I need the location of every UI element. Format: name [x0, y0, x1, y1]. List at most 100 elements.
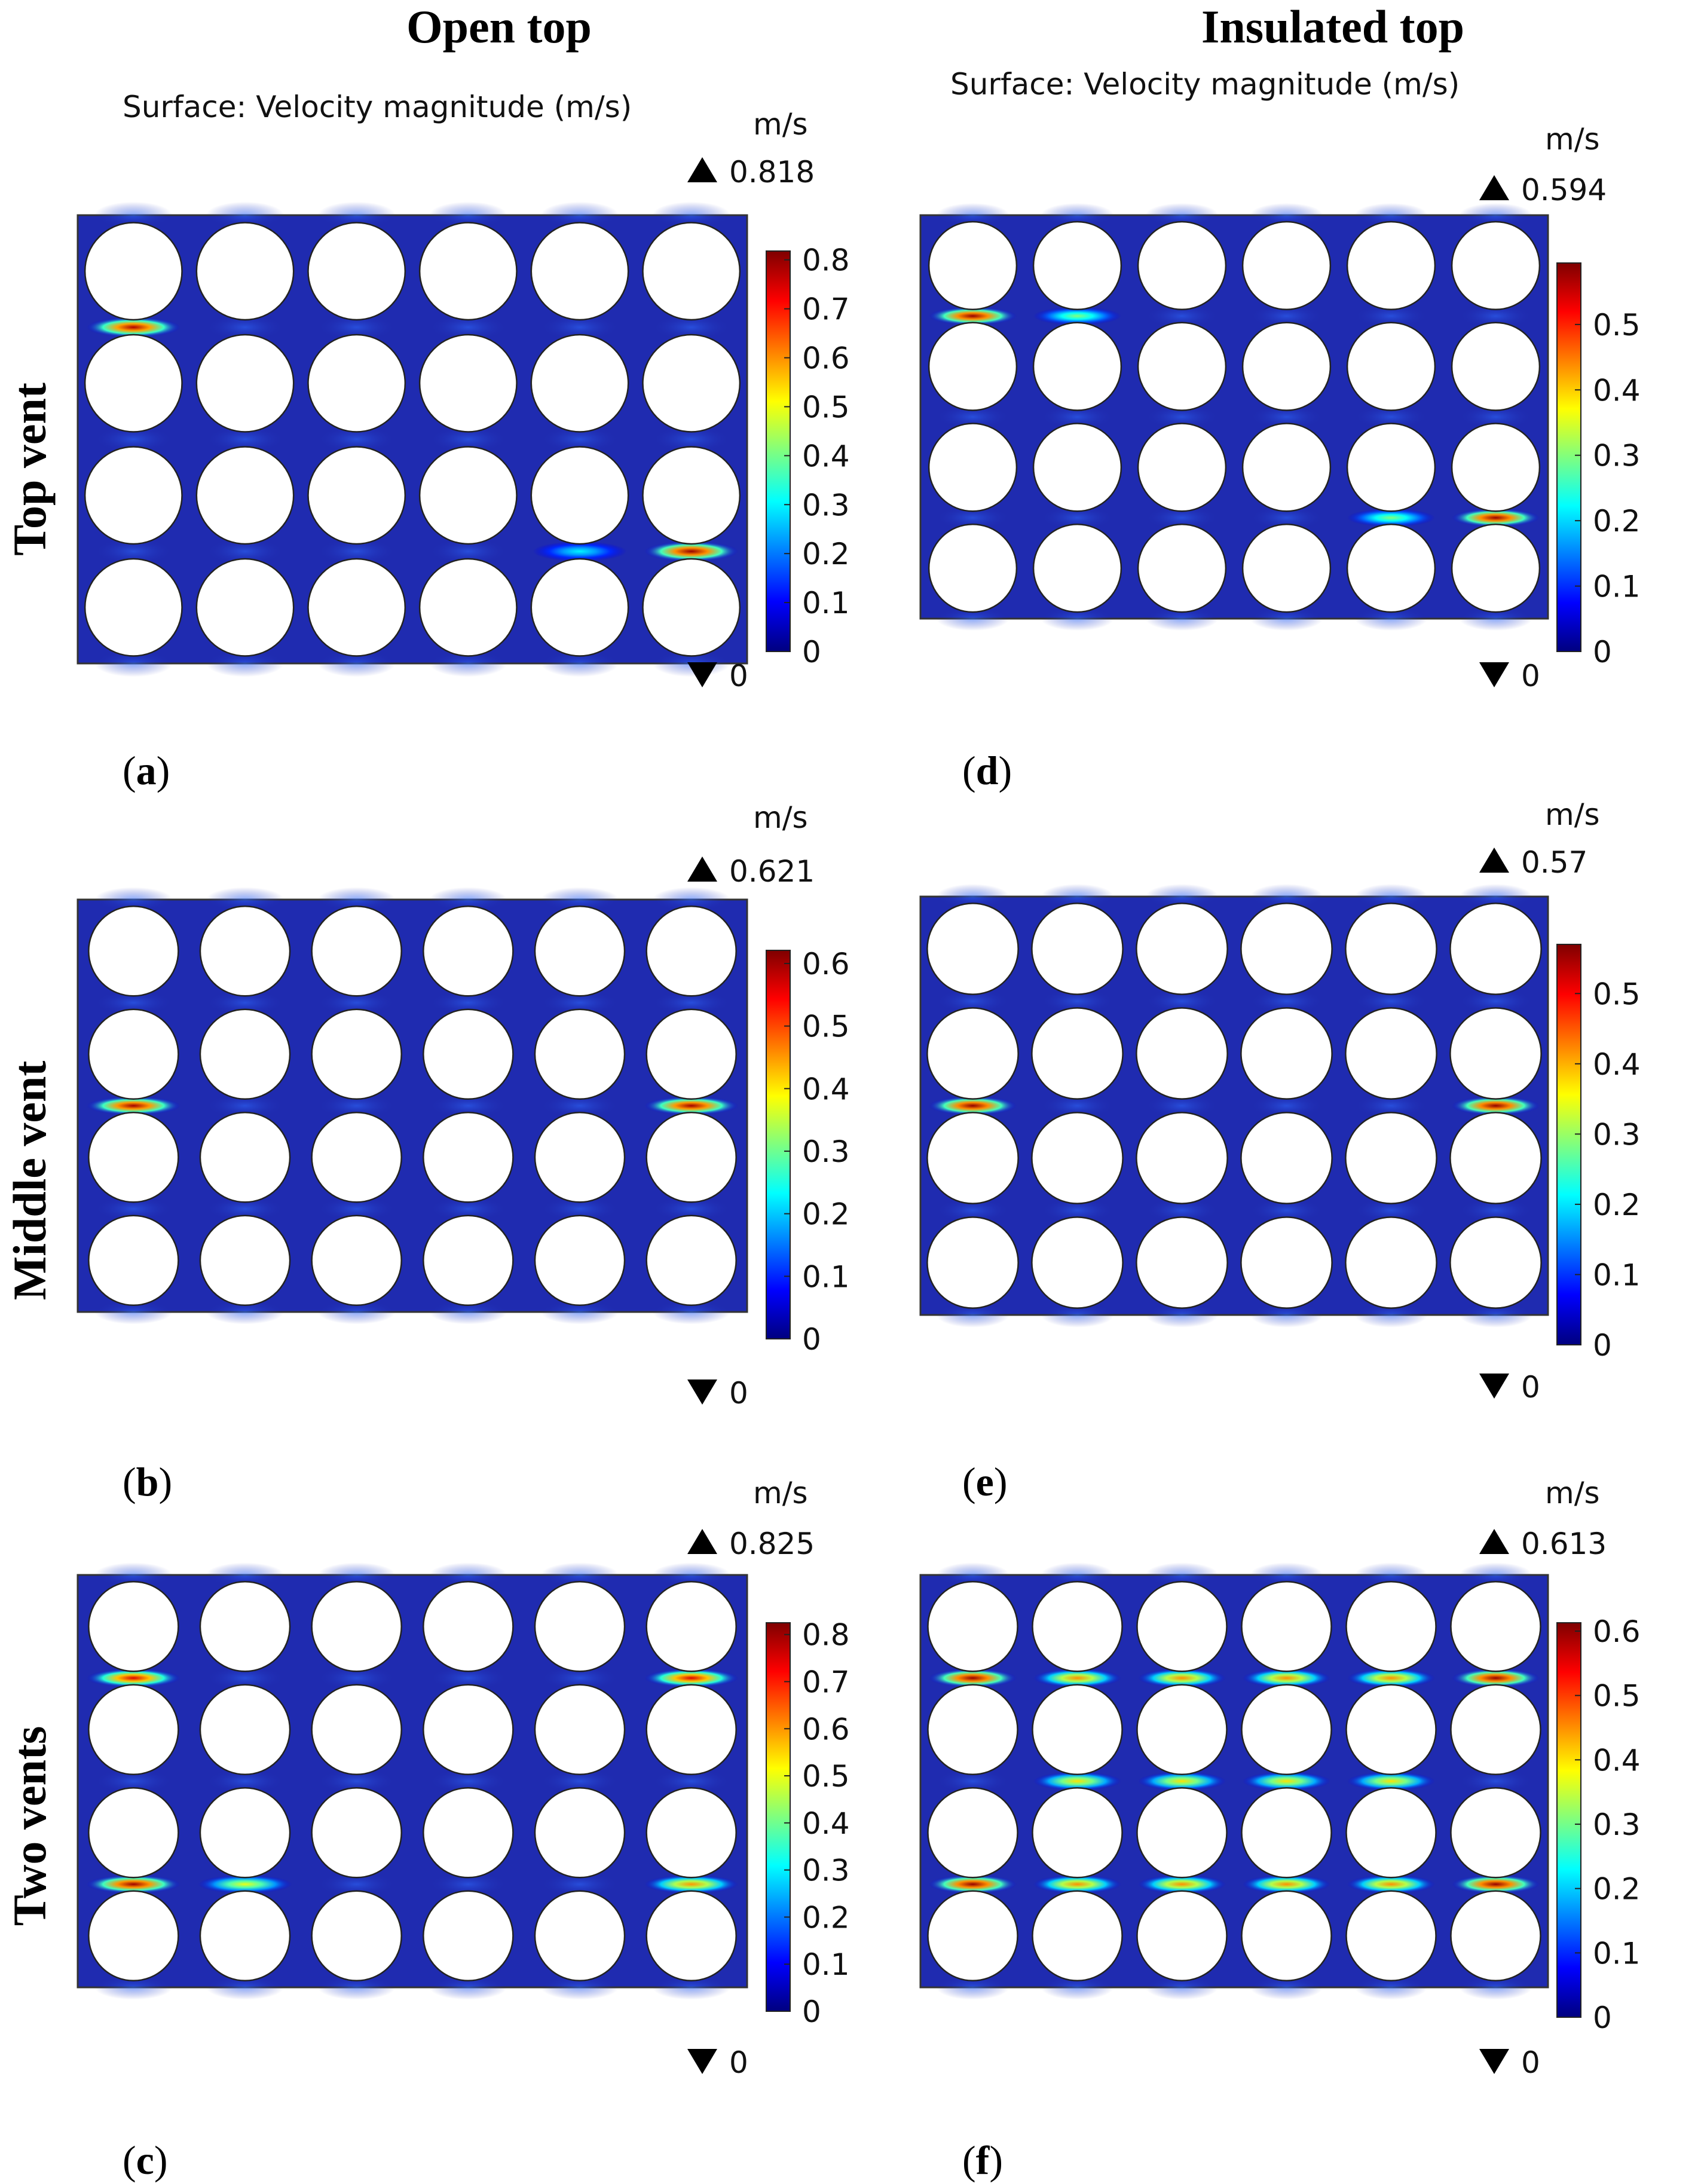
velocity-hotspot [198, 1874, 292, 1894]
cylinder [195, 558, 295, 657]
cylinder [88, 1580, 179, 1672]
cylinder [927, 1890, 1018, 1982]
cylinder [1137, 523, 1227, 613]
velocity-hotspot [1033, 307, 1121, 325]
cylinder [1345, 1216, 1437, 1309]
velocity-hotspot [86, 1668, 181, 1688]
cylinder [1346, 523, 1436, 613]
cylinder [530, 558, 629, 657]
cylinder [530, 446, 629, 545]
max-triangle-icon [1479, 848, 1509, 873]
min-triangle-icon [687, 1379, 717, 1405]
cylinder [1240, 903, 1333, 995]
cylinder [1032, 1684, 1123, 1776]
colorbar-c: 0.8 0.7 0.6 0.5 0.4 0.3 0.2 0.1 0 [766, 1618, 850, 2029]
cylinder [1136, 1580, 1228, 1672]
min-value: 0 [1521, 659, 1540, 693]
cylinder [534, 1580, 626, 1672]
cylinder [418, 558, 518, 657]
panel-label-e: (e) [962, 1459, 1008, 1504]
cylinder [1345, 1684, 1437, 1776]
panel-f: 0.6 0.5 0.4 0.3 0.2 0.1 0 m/s 0.613 0 (f) [852, 1381, 1704, 2183]
colorbar-tick-label: 0.1 [802, 586, 850, 620]
colorbar-tick-label: 0.1 [802, 1947, 850, 1982]
cylinder [195, 446, 295, 545]
velocity-hotspot [1452, 1668, 1540, 1688]
cylinder [1031, 903, 1124, 995]
min-triangle-icon [1479, 1374, 1509, 1399]
cylinder [1450, 1890, 1541, 1982]
cylinder [1450, 1684, 1541, 1776]
cylinder [1031, 1007, 1124, 1100]
cylinder [1449, 1007, 1542, 1100]
cylinder [645, 1684, 737, 1776]
cylinder [423, 1215, 514, 1307]
velocity-hotspot [86, 1096, 181, 1115]
cylinder [1136, 1112, 1228, 1204]
cylinder [645, 1890, 737, 1982]
min-value: 0 [729, 659, 748, 693]
min-triangle-icon [1479, 662, 1509, 687]
colorbar-tick-label: 0 [1593, 2001, 1612, 2035]
colorbar-tick-label: 0.1 [1593, 1936, 1641, 1971]
cylinder [199, 1890, 291, 1982]
cylinder [84, 334, 183, 433]
colorbar-tick-label: 0.6 [1593, 1614, 1641, 1649]
cylinder [1031, 1112, 1124, 1204]
cylinder [199, 1684, 291, 1776]
cylinder [642, 222, 741, 321]
cylinder [1345, 903, 1437, 995]
cylinder [1240, 1216, 1333, 1309]
min-triangle-icon [687, 2049, 717, 2074]
cylinder [1450, 1580, 1541, 1672]
colorbar-unit: m/s [1545, 122, 1600, 157]
cylinder [534, 1890, 626, 1982]
panel-c-figure: 0.8 0.7 0.6 0.5 0.4 0.3 0.2 0.1 0 m/s 0.825 0 [77, 1476, 850, 2080]
velocity-hotspot [929, 1096, 1017, 1115]
colorbar-tick-label: 0.7 [802, 292, 850, 327]
cylinder [307, 222, 406, 321]
colorbar-tick-label: 0.2 [802, 1900, 850, 1935]
cylinder [88, 1684, 179, 1776]
panel-label-f: (f) [962, 2137, 1003, 2183]
cylinder [1032, 1787, 1123, 1879]
panel-f-figure: 0.6 0.5 0.4 0.3 0.2 0.1 0 m/s 0.613 0 [919, 1476, 1641, 2080]
cylinder [926, 1112, 1019, 1204]
cylinder [1345, 1580, 1437, 1672]
cylinder [418, 222, 518, 321]
velocity-hotspot [86, 317, 181, 338]
cylinder [418, 446, 518, 545]
colorbar-tick-label: 0.4 [1593, 1743, 1641, 1778]
colorbar-tick-label: 0.4 [802, 1072, 850, 1106]
cylinder [1241, 1580, 1332, 1672]
cylinder [88, 1215, 179, 1307]
cylinder [88, 1008, 179, 1100]
velocity-hotspot [644, 1096, 739, 1115]
cylinder [1136, 1890, 1228, 1982]
cylinder [307, 558, 406, 657]
panel-label-c: (c) [123, 2137, 168, 2183]
colorbar-e: 0.5 0.4 0.3 0.2 0.1 0 [1556, 944, 1641, 1363]
panel-c: 0.8 0.7 0.6 0.5 0.4 0.3 0.2 0.1 0 m/s 0.825 0 (c) [0, 1381, 852, 2183]
cylinder [1137, 423, 1227, 512]
cylinder [927, 1787, 1018, 1879]
colorbar-tick-label: 0.5 [1593, 977, 1641, 1011]
cylinder [1032, 1580, 1123, 1672]
colorbar-tick-label: 0.8 [802, 1618, 850, 1653]
cylinder [423, 1890, 514, 1982]
velocity-hotspot [1138, 1668, 1226, 1688]
colorbar-tick-label: 0.3 [1593, 1807, 1641, 1842]
velocity-hotspot [1138, 1772, 1226, 1791]
max-value: 0.825 [729, 1527, 815, 1561]
cylinder [199, 1215, 291, 1307]
colorbar-f: 0.6 0.5 0.4 0.3 0.2 0.1 0 [1556, 1614, 1641, 2035]
cylinder [1031, 1216, 1124, 1309]
cylinder [423, 1580, 514, 1672]
panel-b-figure: 0.6 0.5 0.4 0.3 0.2 0.1 0 m/s 0.621 0 [77, 800, 850, 1411]
cylinder [928, 221, 1018, 311]
colorbar-tick-label: 0.5 [802, 1010, 850, 1044]
cylinder [534, 1787, 626, 1879]
max-triangle-icon [687, 1529, 717, 1554]
cylinder [534, 1684, 626, 1776]
cylinder [1137, 322, 1227, 411]
